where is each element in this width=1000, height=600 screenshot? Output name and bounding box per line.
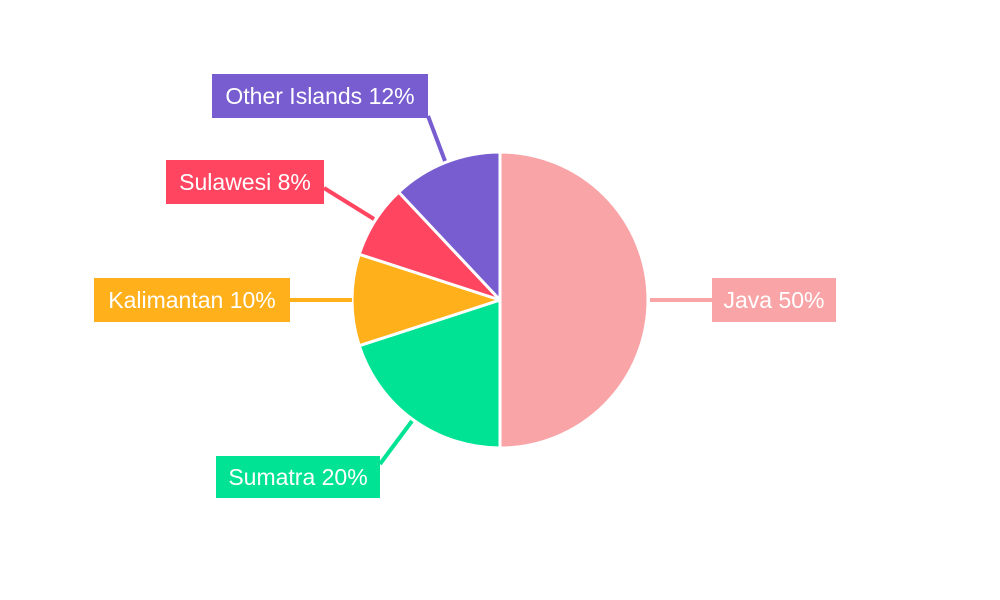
data-label-box-kalimantan xyxy=(94,278,290,322)
leader-lines-group xyxy=(290,115,712,466)
leader-line-other-islands xyxy=(426,115,447,162)
data-label-other-islands: Other Islands 12% xyxy=(225,83,414,109)
data-label-sulawesi: Sulawesi 8% xyxy=(179,169,311,195)
slices-group xyxy=(350,150,650,450)
data-label-box-sumatra xyxy=(216,456,380,498)
data-label-box-java xyxy=(712,278,836,322)
data-label-sumatra: Sumatra 20% xyxy=(228,464,367,490)
data-label-kalimantan: Kalimantan 10% xyxy=(108,287,276,313)
pie-slice-kalimantan[interactable] xyxy=(350,252,502,348)
data-label-java: Java 50% xyxy=(723,287,824,313)
leader-line-sumatra xyxy=(378,419,414,466)
pie-slice-sumatra[interactable] xyxy=(357,298,502,450)
leader-line-sulawesi xyxy=(322,186,376,221)
data-label-box-sulawesi xyxy=(166,160,324,204)
pie-slice-java[interactable] xyxy=(498,150,650,450)
data-labels-group: Java 50% Sumatra 20% Kalimantan 10% Sulawes… xyxy=(94,74,836,498)
data-label-box-other-islands xyxy=(212,74,428,118)
pie-slice-other-islands[interactable] xyxy=(397,150,502,302)
